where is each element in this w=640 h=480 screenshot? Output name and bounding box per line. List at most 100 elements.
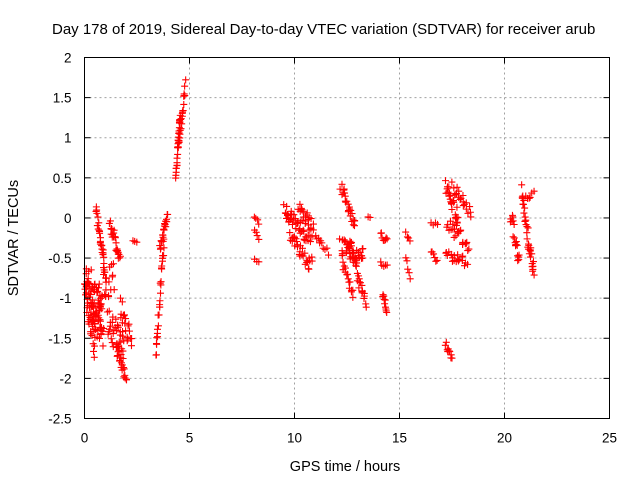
data-point [515, 251, 523, 259]
data-point [100, 259, 108, 267]
data-point [100, 253, 108, 261]
data-point [459, 252, 467, 260]
data-point [381, 296, 389, 304]
data-point [283, 202, 291, 210]
data-point [358, 281, 366, 289]
data-point [453, 203, 461, 211]
x-tick-label: 5 [186, 431, 194, 446]
data-point [121, 371, 129, 379]
data-point [325, 251, 333, 259]
data-point [346, 278, 354, 286]
data-point [116, 254, 124, 262]
data-point [95, 280, 103, 288]
data-point [441, 177, 449, 185]
data-point [349, 293, 357, 301]
data-point [383, 235, 391, 243]
data-point [288, 221, 296, 229]
data-point [359, 254, 367, 262]
data-point [305, 265, 313, 273]
data-point [127, 342, 135, 350]
data-point [112, 239, 120, 247]
data-point [454, 213, 462, 221]
data-point [344, 270, 352, 278]
data-point [529, 262, 537, 270]
data-point [318, 239, 326, 247]
data-point [152, 351, 160, 359]
data-point [157, 278, 165, 286]
data-point [125, 320, 133, 328]
data-point [158, 237, 166, 245]
data-point [156, 303, 164, 311]
y-tick-label: 2 [64, 51, 72, 66]
data-point [449, 197, 457, 205]
data-point [158, 262, 166, 270]
data-point [119, 328, 127, 336]
data-point [280, 201, 288, 209]
data-point [96, 229, 104, 237]
data-point [510, 234, 518, 242]
data-point [252, 228, 260, 236]
data-point [432, 257, 440, 265]
data-point [120, 364, 128, 372]
data-point [298, 244, 306, 252]
data-point [377, 229, 385, 237]
data-point [120, 311, 128, 319]
data-point [523, 223, 531, 231]
data-point [521, 204, 529, 212]
data-point [290, 234, 298, 242]
data-point [338, 180, 346, 188]
data-point [90, 353, 98, 361]
data-point [86, 291, 94, 299]
data-point [379, 291, 387, 299]
data-point [309, 226, 317, 234]
data-point [345, 244, 353, 252]
data-point [345, 242, 353, 250]
data-point [448, 354, 456, 362]
y-tick-label: -0.5 [48, 251, 71, 266]
data-point [301, 249, 309, 257]
data-point [403, 233, 411, 241]
data-point [526, 253, 534, 261]
data-point [343, 197, 351, 205]
data-point [355, 278, 363, 286]
data-point [450, 184, 458, 192]
data-point [353, 259, 361, 267]
data-point [299, 226, 307, 234]
data-point [157, 244, 165, 252]
data-point [118, 298, 126, 306]
data-points [81, 76, 538, 384]
data-point [105, 307, 113, 315]
data-point [94, 284, 102, 292]
data-point [156, 279, 164, 287]
data-point [520, 209, 528, 217]
data-point [154, 333, 162, 341]
data-point [462, 199, 470, 207]
data-point [359, 245, 367, 253]
data-point [306, 238, 314, 246]
data-point [406, 275, 414, 283]
data-point [292, 235, 300, 243]
data-point [351, 217, 359, 225]
data-point [110, 286, 118, 294]
data-point [403, 257, 411, 265]
data-point [128, 335, 136, 343]
data-point [510, 221, 518, 229]
data-point [108, 318, 116, 326]
x-tick-labels: 0 5 10 15 20 25 [81, 431, 617, 446]
data-point [344, 275, 352, 283]
data-point [447, 250, 455, 258]
data-point [341, 189, 349, 197]
data-point [107, 335, 115, 343]
axis-ticks [84, 57, 610, 419]
data-point [455, 187, 463, 195]
x-tick-label: 10 [287, 431, 302, 446]
data-point [456, 227, 464, 235]
data-point [446, 192, 454, 200]
data-point [255, 258, 263, 266]
data-point [344, 200, 352, 208]
x-tick-label: 20 [497, 431, 512, 446]
data-point [452, 221, 460, 229]
data-point [180, 90, 188, 98]
data-point [154, 322, 162, 330]
data-point [433, 256, 441, 264]
